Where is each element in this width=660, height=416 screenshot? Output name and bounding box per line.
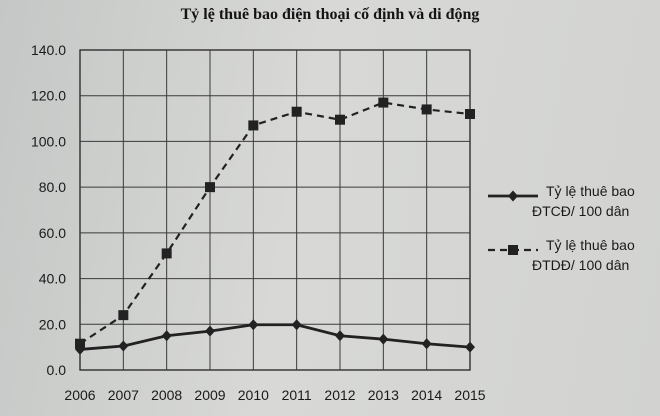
data-point-marker — [465, 109, 475, 119]
data-point-marker — [465, 341, 475, 353]
data-point-marker — [378, 97, 389, 108]
data-point-marker — [118, 340, 129, 352]
data-point-marker — [291, 319, 302, 331]
x-tick-label: 2007 — [108, 387, 139, 403]
legend-marker — [508, 190, 518, 202]
legend-label-line1: Tỷ lệ thuê bao — [546, 237, 635, 253]
data-point-marker — [248, 120, 259, 131]
gridlines — [80, 50, 470, 370]
series-line — [79, 323, 471, 351]
data-point-marker — [205, 325, 215, 337]
data-point-marker — [75, 338, 85, 349]
y-tick-label: 140.0 — [31, 42, 66, 58]
legend-label-line2: ĐTDĐ/ 100 dân — [532, 257, 629, 273]
series-line — [79, 101, 471, 345]
plot-area — [79, 49, 471, 371]
data-point-marker — [161, 248, 172, 259]
x-tick-label: 2006 — [64, 387, 95, 403]
y-tick-label: 0.0 — [47, 362, 67, 378]
legend-label-line1: Tỷ lệ thuê bao — [546, 183, 635, 199]
data-point-marker — [335, 330, 345, 342]
data-point-marker — [421, 338, 432, 350]
data-point-marker — [205, 182, 215, 193]
y-tick-label: 60.0 — [39, 225, 66, 241]
y-tick-label: 40.0 — [39, 271, 66, 287]
y-tick-label: 120.0 — [31, 88, 66, 104]
y-tick-label: 100.0 — [31, 133, 66, 149]
x-tick-label: 2011 — [282, 387, 312, 403]
chart-title: Tỷ lệ thuê bao điện thoại cố định và di … — [180, 6, 480, 23]
y-axis-ticks: 0.0 20.0 40.0 60.0 80.0 100.0 120.0 140.0 — [31, 42, 66, 378]
x-tick-label: 2009 — [194, 387, 225, 403]
data-point-marker — [291, 106, 302, 117]
x-tick-label: 2015 — [454, 387, 485, 403]
x-tick-label: 2014 — [411, 387, 442, 403]
legend-label-line2: ĐTCĐ/ 100 dân — [532, 203, 629, 219]
data-point-marker — [248, 319, 259, 331]
data-point-marker — [378, 333, 389, 345]
x-tick-label: 2012 — [324, 387, 355, 403]
data-point-marker — [161, 330, 172, 342]
legend-item-2: Tỷ lệ thuê bao ĐTDĐ/ 100 dân — [488, 237, 635, 273]
series-layer — [75, 97, 475, 355]
x-axis-ticks: 2006 2007 2008 2009 2010 2011 2012 2013 2014 2015 — [64, 387, 485, 403]
data-point-marker — [118, 310, 129, 321]
x-tick-label: 2013 — [368, 387, 399, 403]
data-point-marker — [335, 114, 345, 125]
y-tick-label: 20.0 — [39, 316, 66, 332]
y-tick-label: 80.0 — [39, 179, 66, 195]
legend-marker — [508, 245, 518, 255]
x-tick-label: 2010 — [238, 387, 269, 403]
data-point-marker — [421, 104, 432, 115]
x-tick-label: 2008 — [151, 387, 182, 403]
series-2 — [75, 97, 475, 349]
legend-item-1: Tỷ lệ thuê bao ĐTCĐ/ 100 dân — [488, 183, 635, 219]
